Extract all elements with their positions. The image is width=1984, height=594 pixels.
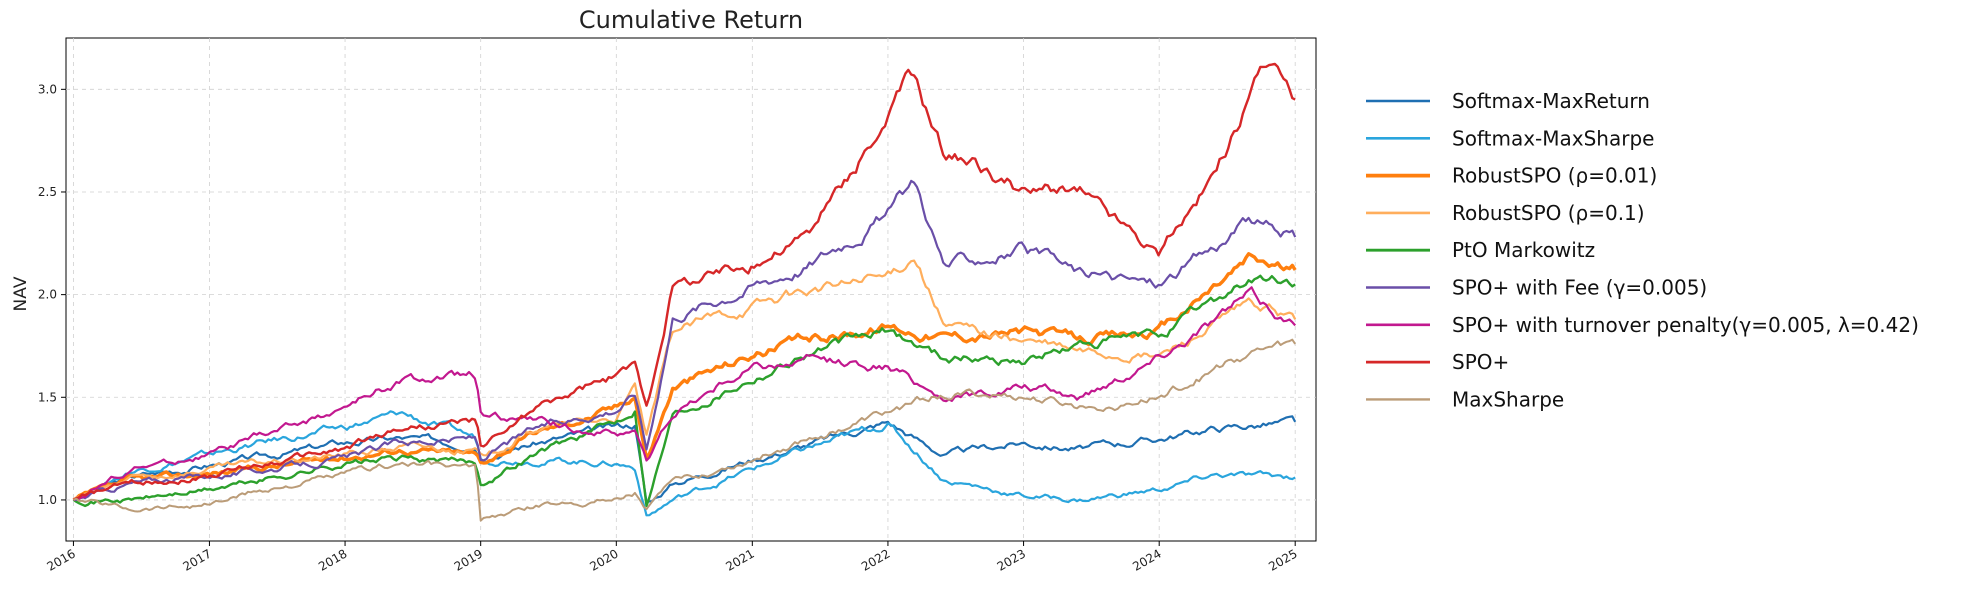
x-tick-label: 2019	[452, 546, 485, 573]
x-tick-label: 2017	[180, 546, 213, 573]
legend-label: RobustSPO (ρ=0.1)	[1452, 201, 1645, 225]
series-line	[73, 338, 1297, 522]
legend: Softmax-MaxReturn Softmax-MaxSharpe Robust…	[1366, 89, 1919, 411]
legend-label: RobustSPO (ρ=0.01)	[1452, 164, 1657, 188]
series-line	[72, 62, 1296, 501]
series-line	[73, 410, 1296, 517]
legend-label: PtO Markowitz	[1452, 238, 1595, 262]
legend-label: MaxSharpe	[1452, 387, 1564, 411]
legend-label: Softmax-MaxReturn	[1452, 89, 1650, 113]
x-tick-label: 2021	[723, 546, 756, 573]
series-line	[72, 274, 1296, 508]
y-tick-label: 2.0	[38, 288, 57, 302]
x-tick-label: 2023	[995, 546, 1028, 573]
y-tick-label: 1.0	[38, 493, 57, 507]
series-line	[73, 415, 1297, 504]
x-tick-label: 2018	[316, 546, 349, 573]
x-tick-label: 2016	[44, 546, 77, 573]
x-tick-label: 2024	[1130, 546, 1163, 573]
legend-label: SPO+ with Fee (γ=0.005)	[1452, 276, 1707, 300]
series-line	[72, 286, 1297, 501]
legend-label: Softmax-MaxSharpe	[1452, 126, 1654, 150]
x-tick-label: 2025	[1266, 546, 1299, 573]
series-layer	[72, 62, 1297, 522]
series-line	[72, 252, 1297, 502]
plot-frame	[65, 37, 1317, 542]
series-line	[72, 259, 1297, 501]
x-tick-label: 2020	[587, 546, 620, 573]
legend-label: SPO+ with turnover penalty(γ=0.005, λ=0.…	[1452, 313, 1919, 337]
series-line	[73, 179, 1297, 502]
y-tick-label: 1.5	[38, 390, 57, 404]
x-tick-label: 2022	[859, 546, 892, 573]
chart-title: Cumulative Return	[579, 6, 803, 34]
y-tick-label: 2.5	[38, 185, 57, 199]
y-tick-label: 3.0	[38, 82, 57, 96]
y-axis-label: NAV	[11, 276, 31, 311]
legend-label: SPO+	[1452, 350, 1509, 374]
